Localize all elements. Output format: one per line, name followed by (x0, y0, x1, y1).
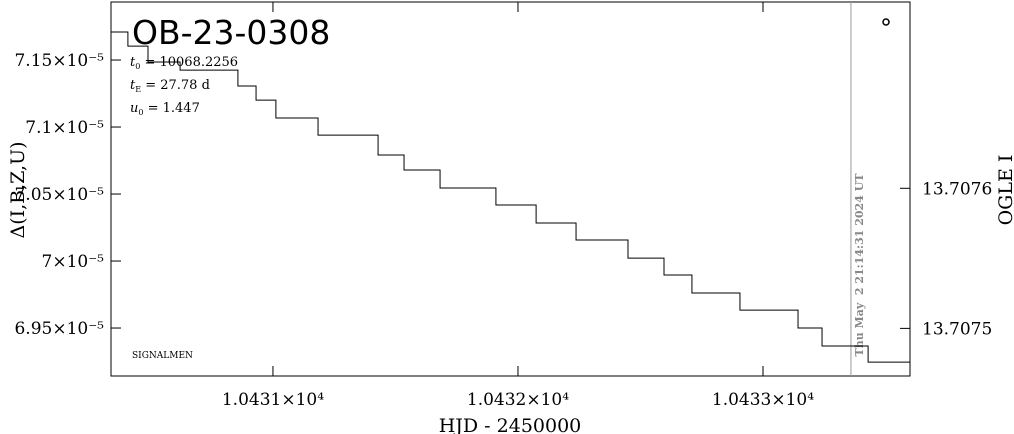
x-tick-label: 1.0433×10⁴ (712, 390, 814, 410)
param-rest: = 1.447 (143, 101, 199, 116)
param-text: t0 = 10068.2256 (130, 55, 238, 71)
y-tick-label: 7.1×10⁻⁵ (25, 118, 104, 138)
date-marker-label: Thu May 2 21:14:31 2024 UT (853, 173, 866, 357)
param-subscript: 0 (138, 108, 143, 117)
y2-tick-label: 13.7076 (922, 179, 992, 199)
y-tick-label: 7×10⁻⁵ (42, 252, 105, 272)
param-subscript: 0 (135, 62, 140, 71)
x-tick-label: 1.0432×10⁴ (467, 390, 569, 410)
y-tick-label: 7.15×10⁻⁵ (14, 51, 104, 71)
y-tick-label: 6.95×10⁻⁵ (14, 319, 104, 339)
y2-tick-label: 13.7075 (922, 319, 992, 339)
marker-symbol (882, 18, 890, 26)
plot-frame (110, 1, 911, 377)
y-axis-label: Δ(I,B,Z,U) (7, 141, 29, 238)
x-axis-label: HJD - 2450000 (439, 415, 582, 434)
param-subscript: E (135, 85, 141, 94)
param-symbol: t (130, 78, 136, 93)
param-text: u0 = 1.447 (130, 101, 200, 117)
param-rest: = 10068.2256 (140, 55, 238, 70)
data-line (111, 31, 910, 363)
y2-axis-label: OGLE I (995, 155, 1014, 226)
param-symbol: u (130, 101, 138, 116)
param-rest: = 27.78 d (141, 78, 210, 93)
x-tick-label: 1.0431×10⁴ (222, 390, 324, 410)
footer: SIGNALMEN (132, 351, 193, 361)
param-symbol: t (130, 55, 136, 70)
chart-title: OB-23-0308 (132, 13, 330, 52)
y-tick-label: 7.05×10⁻⁵ (14, 185, 104, 205)
param-text: tE = 27.78 d (130, 78, 210, 94)
